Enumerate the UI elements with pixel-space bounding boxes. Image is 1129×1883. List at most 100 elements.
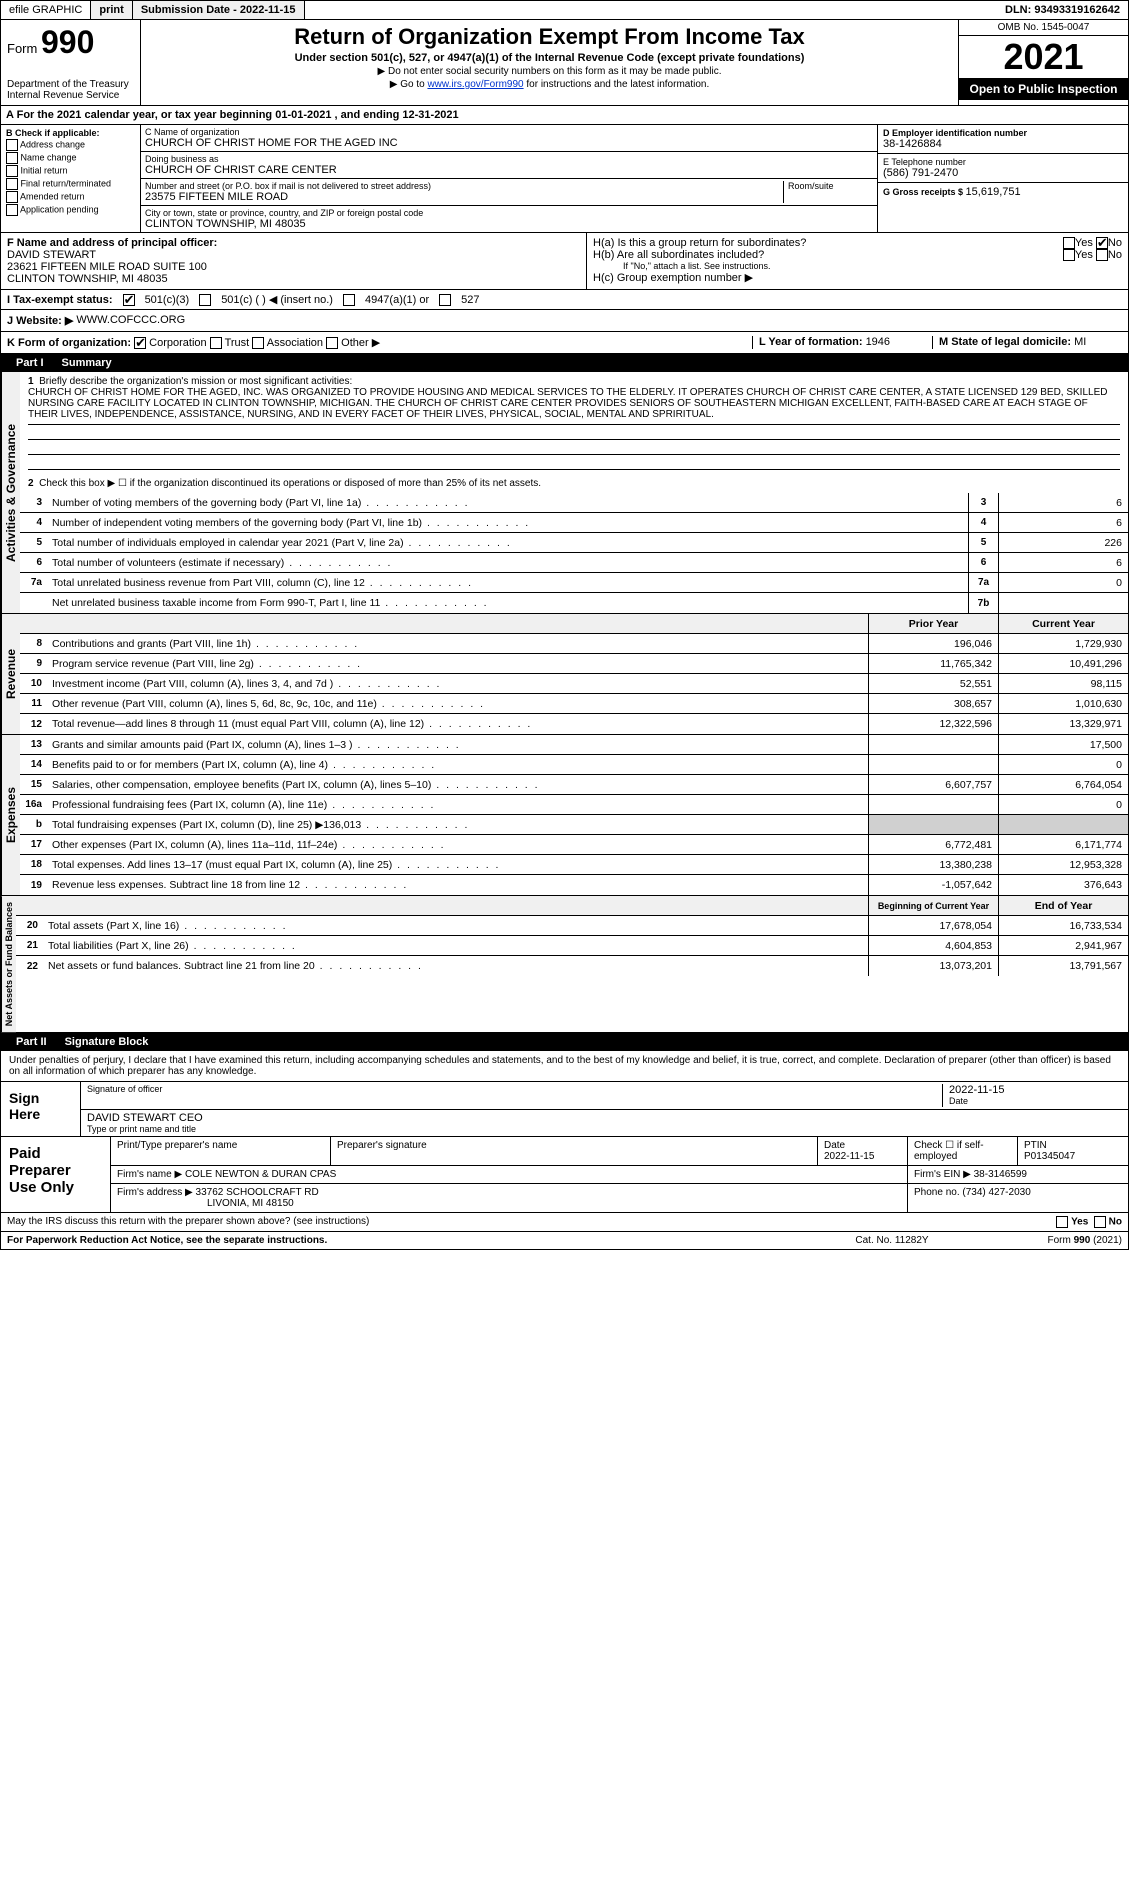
chk-4947[interactable] [343, 294, 355, 306]
chk-discuss-yes[interactable] [1056, 1216, 1068, 1228]
data-line: 11Other revenue (Part VIII, column (A), … [20, 694, 1128, 714]
chk-final[interactable]: Final return/terminated [6, 178, 135, 190]
part1-header: Part I Summary [0, 354, 1129, 372]
data-line: 22Net assets or fund balances. Subtract … [16, 956, 1128, 976]
website-row: J Website: ▶ WWW.COFCCC.ORG [0, 310, 1129, 332]
data-line: 13Grants and similar amounts paid (Part … [20, 735, 1128, 755]
data-line: 9Program service revenue (Part VIII, lin… [20, 654, 1128, 674]
data-line: 8Contributions and grants (Part VIII, li… [20, 634, 1128, 654]
data-line: 10Investment income (Part VIII, column (… [20, 674, 1128, 694]
chk-assoc[interactable] [252, 337, 264, 349]
chk-other[interactable] [326, 337, 338, 349]
chk-initial[interactable]: Initial return [6, 165, 135, 177]
header-left: Form 990 Department of the Treasury Inte… [1, 20, 141, 105]
sign-here-row: Sign Here Signature of officer 2022-11-1… [1, 1081, 1128, 1136]
gov-line: 3Number of voting members of the governi… [20, 493, 1128, 513]
header-center: Return of Organization Exempt From Incom… [141, 20, 958, 105]
data-line: 14Benefits paid to or for members (Part … [20, 755, 1128, 775]
chk-name[interactable]: Name change [6, 152, 135, 164]
top-bar: efile GRAPHIC print Submission Date - 20… [0, 0, 1129, 20]
chk-ha-no[interactable] [1096, 237, 1108, 249]
mission-block: 1 Briefly describe the organization's mi… [20, 372, 1128, 474]
website: WWW.COFCCC.ORG [76, 314, 185, 327]
col-c-org: C Name of organization CHURCH OF CHRIST … [141, 125, 878, 232]
efile-label: efile GRAPHIC [1, 1, 91, 19]
form-header: Form 990 Department of the Treasury Inte… [0, 20, 1129, 106]
col-d-ein: D Employer identification number 38-1426… [878, 125, 1128, 232]
gov-line: 6Total number of volunteers (estimate if… [20, 553, 1128, 573]
gov-line: 7aTotal unrelated business revenue from … [20, 573, 1128, 593]
irs-link[interactable]: www.irs.gov/Form990 [427, 79, 523, 90]
section-expenses: Expenses 13Grants and similar amounts pa… [0, 735, 1129, 896]
state-domicile: MI [1074, 336, 1086, 348]
telephone: (586) 791-2470 [883, 167, 1123, 179]
firm-phone: (734) 427-2030 [962, 1187, 1030, 1198]
note-ssn: ▶ Do not enter social security numbers o… [149, 66, 950, 77]
perjury-text: Under penalties of perjury, I declare th… [1, 1051, 1128, 1081]
chk-trust[interactable] [210, 337, 222, 349]
note-link: ▶ Go to www.irs.gov/Form990 for instruct… [149, 79, 950, 90]
signature-section: Under penalties of perjury, I declare th… [0, 1051, 1129, 1213]
period-row: A For the 2021 calendar year, or tax yea… [0, 106, 1129, 125]
submission-date: Submission Date - 2022-11-15 [133, 1, 305, 19]
data-line: 18Total expenses. Add lines 13–17 (must … [20, 855, 1128, 875]
col-f: F Name and address of principal officer:… [1, 233, 587, 289]
tax-year: 2021 [959, 36, 1128, 78]
part2-header: Part II Signature Block [0, 1033, 1129, 1051]
data-line: 16aProfessional fundraising fees (Part I… [20, 795, 1128, 815]
col-h: H(a) Is this a group return for subordin… [587, 233, 1128, 289]
chk-amended[interactable]: Amended return [6, 191, 135, 203]
data-line: 20Total assets (Part X, line 16)17,678,0… [16, 916, 1128, 936]
col-b-checkboxes: B Check if applicable: Address change Na… [1, 125, 141, 232]
data-line: 15Salaries, other compensation, employee… [20, 775, 1128, 795]
tax-status-row: I Tax-exempt status: 501(c)(3) 501(c) ( … [0, 290, 1129, 310]
gross-receipts: 15,619,751 [966, 186, 1021, 198]
bcd-block: B Check if applicable: Address change Na… [0, 125, 1129, 233]
chk-address[interactable]: Address change [6, 139, 135, 151]
data-line: bTotal fundraising expenses (Part IX, co… [20, 815, 1128, 835]
chk-527[interactable] [439, 294, 451, 306]
org-city: CLINTON TOWNSHIP, MI 48035 [145, 218, 873, 230]
vert-revenue: Revenue [1, 614, 20, 734]
chk-application[interactable]: Application pending [6, 204, 135, 216]
gov-line: 4Number of independent voting members of… [20, 513, 1128, 533]
vert-governance: Activities & Governance [1, 372, 20, 613]
form-number: Form 990 [7, 24, 134, 61]
chk-501c3[interactable] [123, 294, 135, 306]
chk-ha-yes[interactable] [1063, 237, 1075, 249]
chk-discuss-no[interactable] [1094, 1216, 1106, 1228]
vert-net: Net Assets or Fund Balances [1, 896, 16, 1032]
omb-number: OMB No. 1545-0047 [959, 20, 1128, 36]
form-subtitle: Under section 501(c), 527, or 4947(a)(1)… [149, 52, 950, 64]
mission-text: CHURCH OF CHRIST HOME FOR THE AGED, INC.… [28, 387, 1107, 420]
dept-label: Department of the Treasury Internal Reve… [7, 79, 134, 101]
form-title: Return of Organization Exempt From Incom… [149, 24, 950, 50]
firm-ein: 38-3146599 [974, 1169, 1027, 1180]
firm-addr: 33762 SCHOOLCRAFT RD [196, 1187, 319, 1198]
klm-row: K Form of organization: Corporation Trus… [0, 332, 1129, 354]
open-to-public: Open to Public Inspection [959, 78, 1128, 100]
discuss-row: May the IRS discuss this return with the… [0, 1213, 1129, 1232]
chk-501c[interactable] [199, 294, 211, 306]
org-name: CHURCH OF CHRIST HOME FOR THE AGED INC [145, 137, 873, 149]
ptin: P01345047 [1024, 1151, 1075, 1162]
print-button[interactable]: print [91, 1, 132, 19]
ein: 38-1426884 [883, 138, 1123, 150]
prep-date: 2022-11-15 [824, 1151, 874, 1162]
data-line: 12Total revenue—add lines 8 through 11 (… [20, 714, 1128, 734]
line-2: 2 Check this box ▶ ☐ if the organization… [20, 474, 1128, 493]
fh-row: F Name and address of principal officer:… [0, 233, 1129, 290]
gov-line: Net unrelated business taxable income fr… [20, 593, 1128, 613]
sig-date: 2022-11-15 [949, 1084, 1122, 1096]
chk-corp[interactable] [134, 337, 146, 349]
chk-hb-yes[interactable] [1063, 249, 1075, 261]
vert-expenses: Expenses [1, 735, 20, 895]
year-formation: 1946 [866, 336, 890, 348]
header-right: OMB No. 1545-0047 2021 Open to Public In… [958, 20, 1128, 105]
chk-hb-no[interactable] [1096, 249, 1108, 261]
officer-name: DAVID STEWART [7, 249, 96, 261]
data-line: 19Revenue less expenses. Subtract line 1… [20, 875, 1128, 895]
data-line: 21Total liabilities (Part X, line 26)4,6… [16, 936, 1128, 956]
gov-line: 5Total number of individuals employed in… [20, 533, 1128, 553]
dln: DLN: 93493319162642 [997, 1, 1128, 19]
